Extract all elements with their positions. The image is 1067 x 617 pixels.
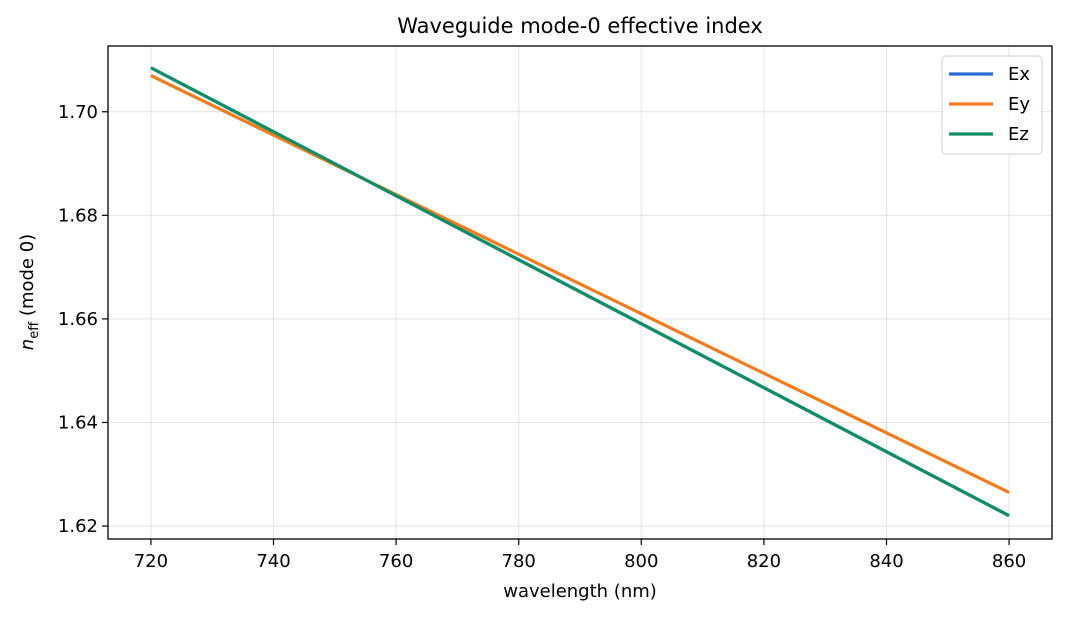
x-tick-label: 840 (869, 551, 903, 572)
x-tick-label: 860 (992, 551, 1026, 572)
legend-label-ex: Ex (1008, 64, 1030, 85)
legend: Ex Ey Ez (941, 55, 1043, 155)
y-tick-label: 1.68 (58, 205, 98, 226)
x-axis-label: wavelength (nm) (503, 581, 657, 602)
y-axis-label: neff (mode 0) (17, 234, 42, 350)
legend-label-ey: Ey (1008, 94, 1030, 115)
plot-frame (107, 45, 1053, 540)
series-line-ey (150, 74, 1010, 494)
chart-title: Waveguide mode-0 effective index (397, 14, 763, 38)
series-line-ez (150, 66, 1010, 518)
x-tick-label: 780 (502, 551, 536, 572)
y-tick-label: 1.64 (58, 412, 98, 433)
y-axis-label-suffix: (mode 0) (17, 234, 38, 322)
x-tick-label: 800 (624, 551, 658, 572)
y-axis-ticks: 1.62 1.64 1.66 1.68 1.70 (58, 102, 108, 537)
x-axis-ticks: 720 740 760 780 800 820 840 860 (134, 539, 1026, 572)
x-tick-label: 720 (134, 551, 168, 572)
x-tick-label: 820 (747, 551, 781, 572)
y-tick-label: 1.70 (58, 102, 98, 123)
legend-label-ez: Ez (1008, 124, 1029, 145)
series-layer (150, 66, 1010, 518)
y-tick-label: 1.66 (58, 309, 98, 330)
x-tick-label: 740 (256, 551, 290, 572)
y-axis-label-subscript: eff (27, 321, 42, 339)
y-axis-label-symbol: n (17, 339, 38, 350)
grid (108, 46, 1052, 539)
y-tick-label: 1.62 (58, 516, 98, 537)
x-tick-label: 760 (379, 551, 413, 572)
